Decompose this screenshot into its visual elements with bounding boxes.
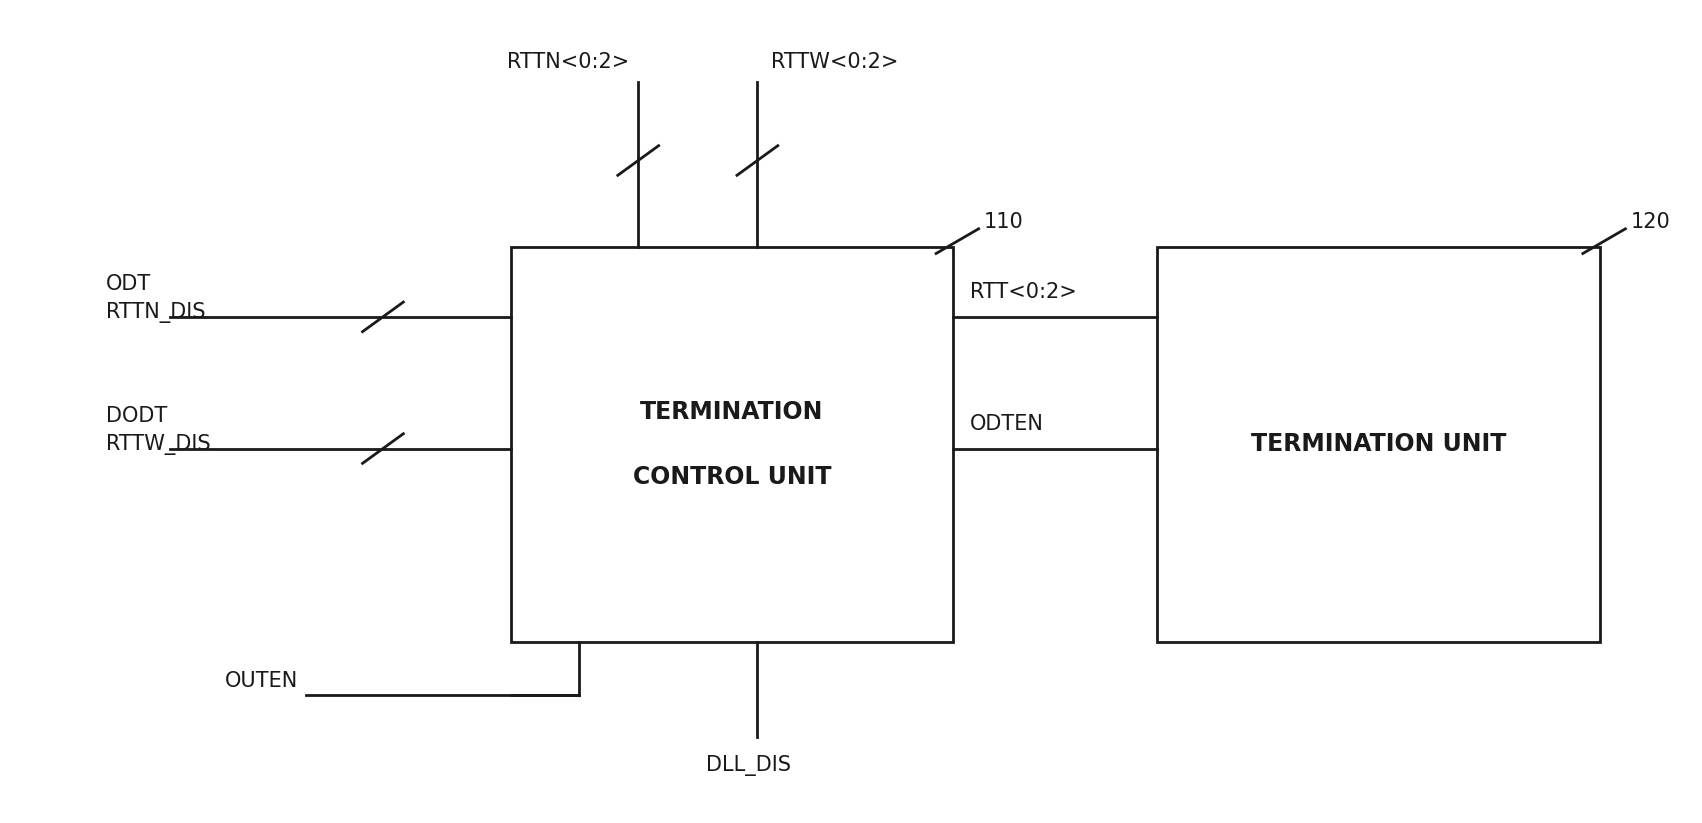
Text: TERMINATION: TERMINATION bbox=[640, 399, 824, 424]
Text: RTTW_DIS: RTTW_DIS bbox=[106, 434, 209, 455]
Text: RTTW<0:2>: RTTW<0:2> bbox=[771, 52, 899, 72]
Text: TERMINATION UNIT: TERMINATION UNIT bbox=[1251, 432, 1506, 457]
Bar bbox=[1157, 247, 1600, 642]
Text: 110: 110 bbox=[984, 212, 1023, 232]
Text: RTT<0:2>: RTT<0:2> bbox=[970, 282, 1077, 302]
Text: ODT: ODT bbox=[106, 274, 151, 294]
Text: DLL_DIS: DLL_DIS bbox=[706, 755, 791, 776]
Bar bbox=[511, 247, 953, 642]
Text: CONTROL UNIT: CONTROL UNIT bbox=[633, 465, 831, 490]
Text: 120: 120 bbox=[1631, 212, 1670, 232]
Text: RTTN_DIS: RTTN_DIS bbox=[106, 302, 204, 323]
Text: DODT: DODT bbox=[106, 406, 167, 425]
Text: RTTN<0:2>: RTTN<0:2> bbox=[507, 52, 630, 72]
Text: ODTEN: ODTEN bbox=[970, 414, 1043, 434]
Text: OUTEN: OUTEN bbox=[225, 672, 298, 691]
